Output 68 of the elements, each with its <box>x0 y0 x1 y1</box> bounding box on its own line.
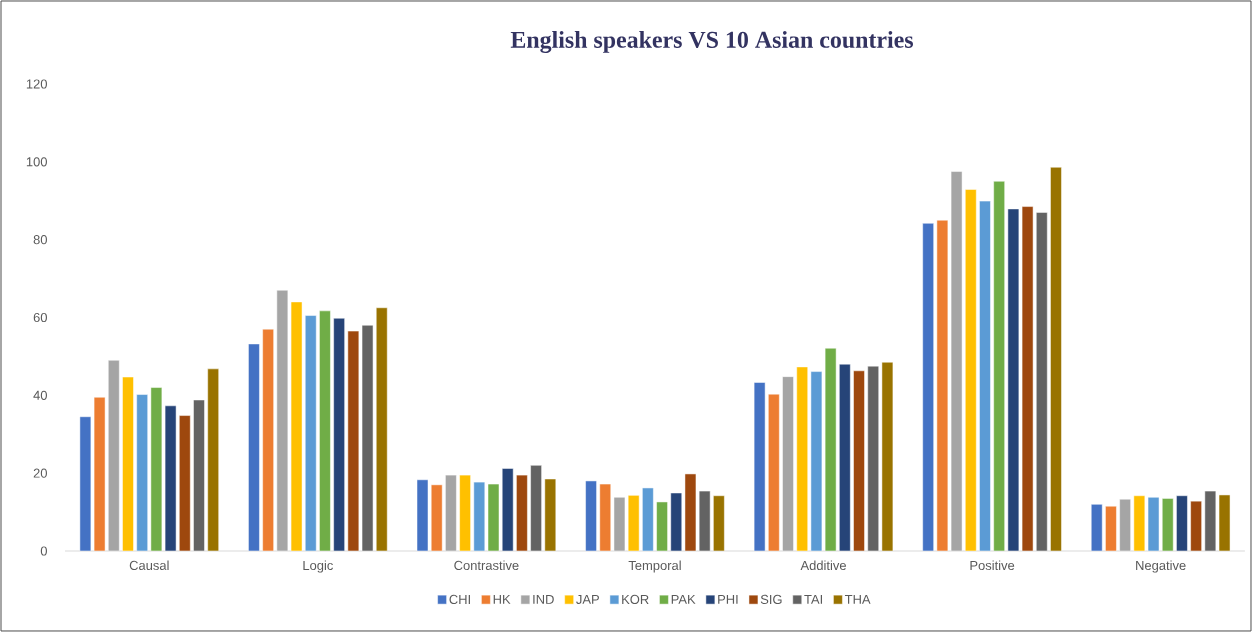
x-tick-label: Causal <box>129 560 169 571</box>
bar <box>853 370 865 551</box>
y-tick-label: 80 <box>33 235 47 245</box>
y-tick-label: 20 <box>33 468 47 478</box>
bar <box>122 376 134 551</box>
bar <box>262 328 274 551</box>
legend-label: THA <box>844 594 871 604</box>
bar <box>684 473 697 551</box>
legend-label: JAP <box>576 594 599 604</box>
bar <box>585 480 597 551</box>
x-tick-label: Positive <box>970 560 1015 571</box>
legend-label: TAI <box>804 594 822 604</box>
legend-label: HK <box>493 594 511 604</box>
bar <box>1050 167 1062 551</box>
bar <box>1190 500 1202 551</box>
legend-label: PAK <box>671 594 696 604</box>
bar <box>922 223 934 551</box>
y-tick-label: 0 <box>40 546 47 556</box>
bar <box>979 200 991 551</box>
bar <box>1036 212 1048 551</box>
x-tick-label: Logic <box>303 560 333 573</box>
bar <box>796 366 808 551</box>
bar <box>319 310 331 551</box>
bar <box>376 307 388 551</box>
legend-label: KOR <box>622 594 649 605</box>
bar <box>713 495 725 551</box>
x-tick-label: Contrastive <box>454 560 519 571</box>
x-tick-label: Negative <box>1136 560 1186 573</box>
legend-label: SIG <box>760 594 782 605</box>
bar <box>1218 494 1231 551</box>
bar <box>136 394 148 551</box>
legend-label: IND <box>533 594 554 604</box>
bar <box>544 478 557 551</box>
bar <box>108 360 120 551</box>
bar <box>1090 504 1103 551</box>
bar <box>1119 498 1131 551</box>
y-tick-label: 60 <box>33 312 47 323</box>
bar <box>782 376 794 551</box>
bar <box>1161 498 1174 551</box>
legend-label: CHI <box>449 594 470 605</box>
bar <box>993 181 1005 551</box>
bar <box>305 315 317 551</box>
chart-title: English speakers VS 10 Asian countries <box>510 31 914 53</box>
bar <box>768 393 780 551</box>
bar <box>487 483 500 551</box>
bar <box>179 415 191 551</box>
bar <box>276 289 289 551</box>
bar <box>613 497 626 551</box>
bar <box>881 361 894 551</box>
bar <box>839 363 851 551</box>
bar <box>248 343 260 551</box>
y-tick-label: 120 <box>26 79 47 89</box>
x-tick-label: Temporal <box>628 560 681 573</box>
bar <box>445 474 457 551</box>
bar <box>753 382 766 551</box>
bar <box>207 368 219 551</box>
bar <box>347 330 360 551</box>
bar <box>656 501 668 551</box>
bar <box>965 189 977 551</box>
y-tick-label: 100 <box>26 157 47 167</box>
legend-label: PHI <box>718 594 738 604</box>
bar <box>516 474 528 551</box>
bar <box>416 479 429 551</box>
bar <box>867 365 879 551</box>
x-tick-label: Additive <box>800 560 846 571</box>
y-tick-label: 40 <box>33 390 47 400</box>
bar <box>333 318 345 551</box>
bar <box>193 399 205 551</box>
